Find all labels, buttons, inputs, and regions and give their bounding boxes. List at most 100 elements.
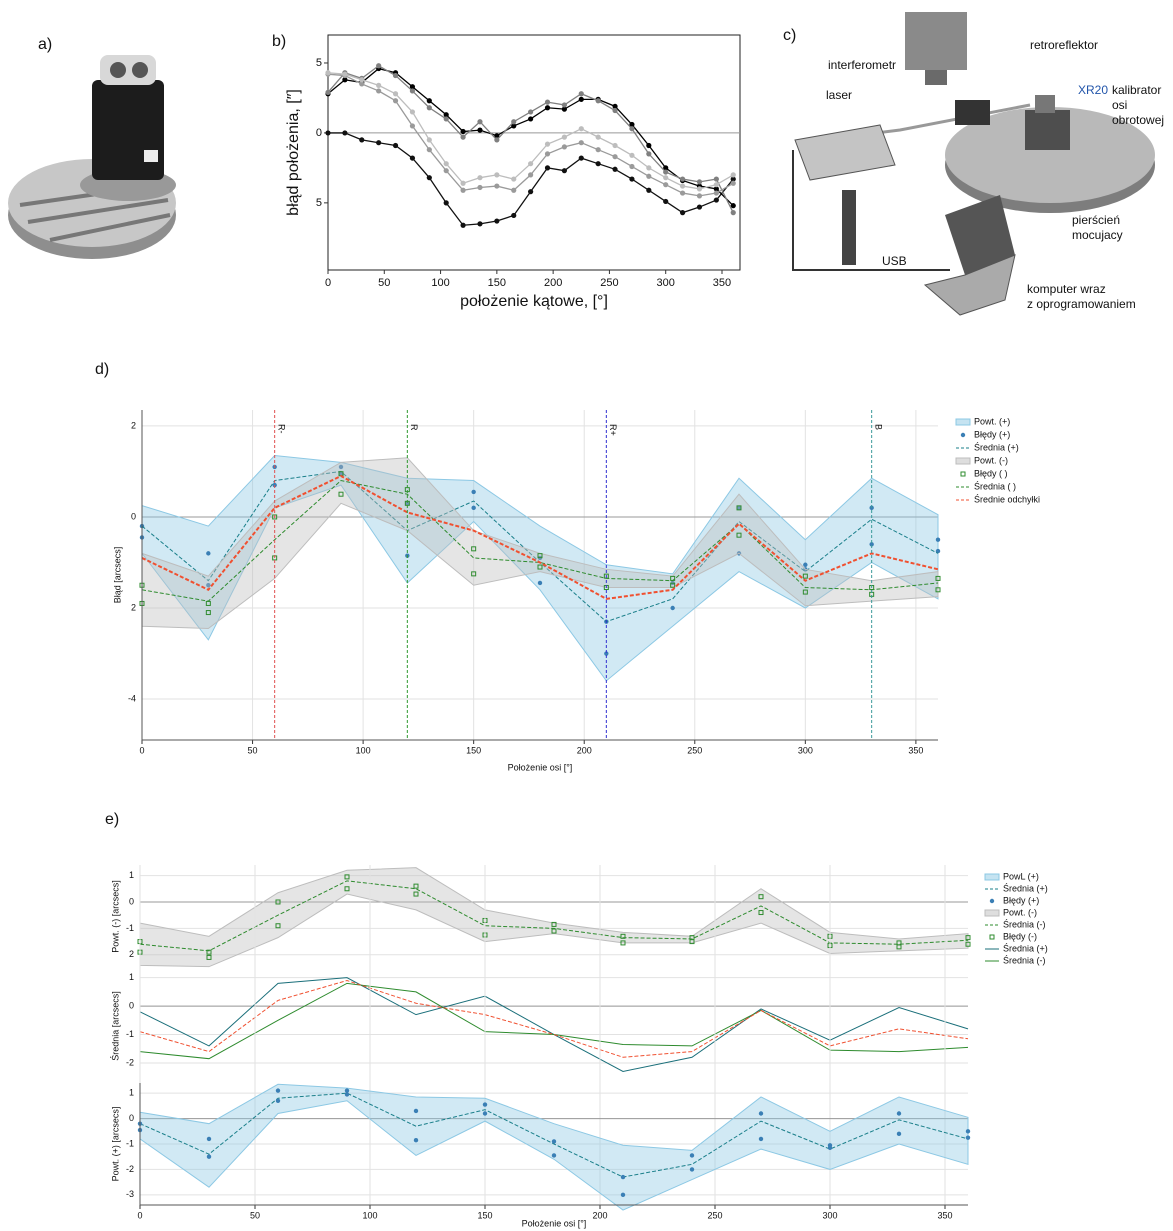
point — [325, 130, 331, 136]
point — [803, 562, 808, 567]
point — [477, 221, 483, 227]
point — [544, 141, 551, 147]
point — [802, 573, 808, 579]
point — [689, 939, 695, 945]
point — [206, 1136, 212, 1142]
point — [663, 175, 669, 181]
point — [896, 944, 902, 950]
legend-swatch — [989, 898, 995, 904]
point — [935, 537, 941, 542]
point — [629, 163, 635, 170]
point — [646, 142, 652, 149]
point — [359, 77, 365, 83]
point — [629, 126, 635, 132]
y-axis-label: Powt. (-) [arcsecs] — [110, 880, 120, 953]
point — [511, 119, 517, 125]
legend-label: Błędy (+) — [974, 429, 1010, 439]
point — [482, 1102, 488, 1107]
point — [935, 587, 941, 593]
point — [713, 176, 719, 182]
band — [139, 867, 969, 968]
point — [561, 106, 567, 112]
y-tick-label: -2 — [126, 1164, 134, 1174]
x-tick-label: 200 — [544, 277, 562, 289]
diagram-label: laser — [826, 88, 852, 102]
point — [376, 140, 382, 146]
point — [338, 491, 344, 497]
point — [646, 173, 652, 179]
point — [413, 891, 419, 897]
diagram-label: kalibrator — [1112, 83, 1161, 97]
x-tick-label: 300 — [822, 1210, 837, 1220]
point — [494, 137, 500, 143]
panel-label: e) — [105, 811, 119, 828]
point — [663, 198, 669, 205]
point — [965, 1135, 971, 1140]
point — [206, 1154, 212, 1159]
point — [612, 107, 618, 114]
x-tick-label: 300 — [657, 277, 675, 289]
y-tick-label: -3 — [126, 1189, 134, 1199]
point — [544, 165, 551, 171]
y-tick-label: 5 — [316, 57, 322, 69]
point — [405, 501, 410, 506]
point — [376, 63, 382, 69]
point — [443, 116, 449, 122]
point — [620, 940, 626, 946]
x-tick-label: 0 — [325, 277, 331, 289]
point — [275, 1088, 281, 1093]
point — [696, 186, 703, 192]
point — [528, 172, 534, 178]
point — [696, 179, 703, 185]
line — [141, 480, 939, 602]
y-axis-label: Błąd [arcsecs] — [112, 547, 122, 604]
point — [713, 186, 719, 192]
x-tick-label: 150 — [477, 1210, 492, 1220]
y-tick-label: 2 — [131, 420, 136, 430]
band — [141, 457, 939, 629]
point — [413, 1137, 419, 1143]
x-tick-label: 250 — [687, 745, 702, 755]
point — [409, 84, 416, 90]
point — [494, 172, 500, 178]
point — [896, 1111, 902, 1116]
point — [595, 98, 601, 104]
point — [544, 99, 551, 105]
legend-swatch — [989, 934, 995, 940]
line — [139, 977, 969, 1072]
point — [604, 651, 609, 656]
y-tick-label: 0 — [316, 127, 322, 139]
point — [409, 155, 416, 161]
point — [896, 1131, 902, 1137]
point — [206, 551, 211, 556]
x-tick-label: 0 — [137, 1210, 142, 1220]
point — [511, 212, 517, 219]
point — [758, 1136, 764, 1142]
point — [392, 142, 399, 149]
diagram-label: obrotowej — [1112, 113, 1164, 127]
point — [578, 140, 584, 146]
point — [561, 168, 567, 174]
y-tick-label: 0 — [129, 1000, 134, 1010]
y-tick-label: -2 — [126, 1057, 134, 1067]
line — [327, 67, 734, 207]
x-tick-label: 100 — [431, 277, 449, 289]
x-tick-label: 250 — [600, 277, 618, 289]
panel-label: a) — [38, 36, 52, 53]
x-tick-label: 100 — [362, 1210, 377, 1220]
point — [713, 190, 719, 196]
point — [629, 121, 635, 128]
point — [528, 161, 534, 167]
point — [359, 81, 365, 87]
point — [561, 134, 567, 140]
point — [696, 204, 703, 210]
point — [537, 553, 543, 559]
x-tick-label: 200 — [592, 1210, 607, 1220]
point — [679, 190, 686, 196]
point — [471, 505, 476, 511]
line — [327, 72, 734, 190]
x-tick-label: 350 — [908, 745, 923, 755]
x-axis-label: położenie kątowe, [°] — [460, 293, 608, 310]
